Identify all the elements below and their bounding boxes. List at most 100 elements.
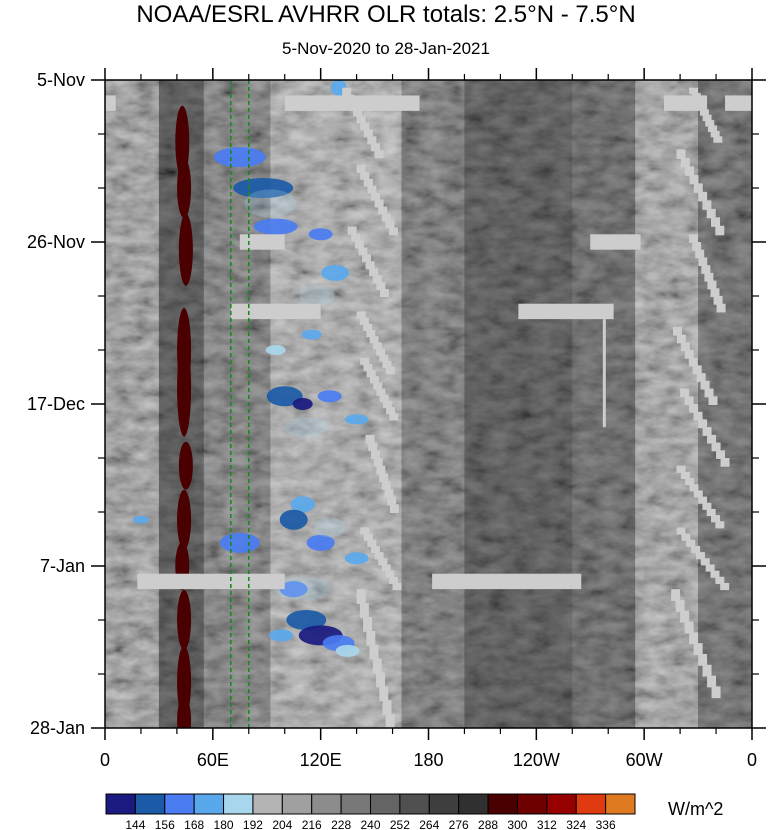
- missing-data-streak: [707, 125, 717, 132]
- missing-data-streak: [689, 484, 699, 492]
- colorbar-swatch: [281, 793, 313, 815]
- convection-patch: [292, 398, 313, 410]
- missing-data-streak: [366, 630, 376, 646]
- missing-data-streak: [384, 488, 394, 498]
- convection-patch: [344, 552, 369, 565]
- colorbar-label: 252: [390, 818, 410, 830]
- missing-data-streak: [689, 87, 699, 95]
- missing-data-streak: [356, 311, 366, 319]
- missing-data-streak: [676, 334, 686, 344]
- missing-data-streak: [704, 388, 714, 398]
- colorbar-label: 216: [302, 818, 322, 830]
- missing-data-streak: [382, 360, 392, 368]
- missing-data-bar: [725, 95, 752, 111]
- convection-patch: [279, 509, 308, 530]
- missing-data-streak: [345, 94, 355, 103]
- missing-data-streak: [382, 700, 392, 716]
- missing-data-streak: [365, 261, 375, 270]
- missing-data-streak: [388, 576, 398, 584]
- missing-data-streak: [702, 114, 712, 122]
- colorbar: 144 156 168 180 192 204 216 228 240 252 264 276 288 3…: [105, 793, 636, 830]
- convection-patch: [301, 329, 322, 340]
- missing-data-streak: [367, 136, 377, 145]
- colorbar-swatch: [370, 793, 401, 815]
- missing-data-streak: [693, 490, 703, 498]
- colorbar-swatch: [252, 793, 283, 815]
- missing-data-bar: [365, 95, 420, 111]
- missing-data-streak: [370, 450, 380, 459]
- colorbar-label: 144: [125, 818, 145, 830]
- missing-data-streak: [376, 672, 386, 688]
- chart-title: NOAA/ESRL AVHRR OLR totals: 2.5°N - 7.5°…: [136, 1, 636, 28]
- missing-data-streak: [676, 149, 686, 159]
- missing-data-streak: [716, 450, 726, 459]
- missing-data-streak: [702, 664, 712, 677]
- missing-data-streak: [374, 199, 384, 208]
- colorbar-label: 324: [566, 818, 586, 830]
- missing-data-streak: [680, 388, 690, 398]
- convection-patch: [213, 147, 266, 168]
- y-tick-label: 26-Nov: [27, 232, 85, 252]
- x-tick-label: 0: [100, 750, 110, 770]
- missing-data-bar: [137, 573, 285, 590]
- missing-data-streak: [698, 496, 708, 504]
- missing-data-streak: [349, 101, 359, 110]
- x-tick-label: 0: [747, 750, 757, 770]
- missing-data-streak: [381, 213, 391, 222]
- missing-data-streak: [351, 233, 361, 242]
- reference-lines: [230, 80, 250, 728]
- convection-patch: [279, 581, 308, 598]
- missing-data-streak: [707, 434, 717, 444]
- missing-data-streak: [698, 191, 708, 202]
- missing-data-streak: [370, 143, 380, 152]
- missing-data-streak: [685, 478, 695, 486]
- x-tick-label: 120W: [513, 750, 560, 770]
- missing-data-streak: [691, 545, 701, 554]
- y-tick-label: 28-Jan: [30, 718, 85, 738]
- missing-data-streak: [376, 282, 386, 291]
- convection-patch: [308, 228, 333, 241]
- missing-data-streak: [358, 247, 368, 256]
- convection-patch: [306, 534, 335, 551]
- missing-data-streak: [378, 558, 388, 566]
- colorbar-label: 156: [155, 818, 175, 830]
- missing-data-streak: [388, 227, 398, 236]
- y-tick-label: 7-Jan: [40, 556, 85, 576]
- colorbar-swatch: [105, 793, 136, 815]
- colorbar-swatch: [223, 793, 254, 815]
- missing-data-streak: [379, 354, 389, 362]
- missing-data-streak: [711, 217, 721, 227]
- colorbar-label: 300: [507, 818, 527, 830]
- missing-data-streak: [672, 326, 682, 336]
- missing-data-streak: [369, 268, 379, 277]
- convection-patch: [317, 390, 342, 403]
- missing-data-streak: [389, 413, 399, 421]
- missing-data-streak: [385, 714, 395, 728]
- colorbar-swatch: [546, 793, 577, 815]
- missing-data-bar: [590, 234, 641, 250]
- colorbar-swatch: [193, 793, 225, 815]
- missing-data-streak: [689, 404, 699, 413]
- colorbar-label: 276: [449, 818, 469, 830]
- high-olr-patch: [177, 158, 192, 218]
- colorbar-swatch: [164, 793, 195, 815]
- missing-data-streak: [671, 589, 681, 601]
- convection-patch: [266, 386, 303, 407]
- missing-data-streak: [366, 370, 376, 378]
- missing-data-streak: [360, 122, 370, 131]
- convection-patch: [269, 629, 294, 642]
- convection-patch: [290, 496, 315, 513]
- missing-data-streak: [705, 564, 715, 572]
- missing-data-streak: [699, 109, 709, 116]
- colorbar-label: 312: [537, 818, 557, 830]
- missing-data-streak: [711, 686, 721, 699]
- colorbar-swatch: [605, 793, 636, 815]
- missing-data-streak: [686, 539, 696, 547]
- missing-data-streak: [708, 396, 718, 405]
- missing-data-streak: [694, 98, 704, 105]
- missing-data-streak: [363, 533, 373, 541]
- missing-data-streak: [693, 183, 703, 193]
- missing-data-streak: [710, 288, 720, 297]
- missing-data-streak: [704, 272, 714, 282]
